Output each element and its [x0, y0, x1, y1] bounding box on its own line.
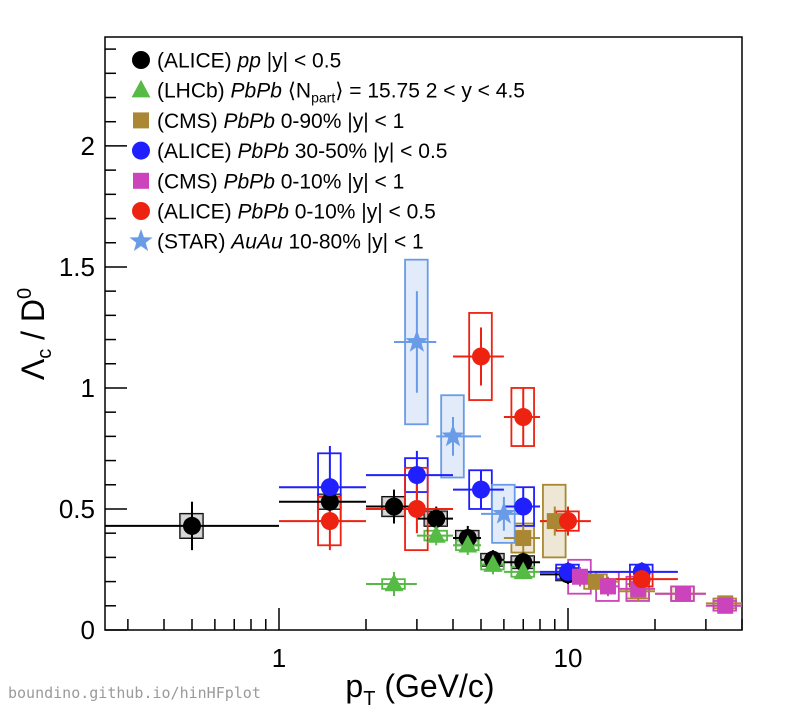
legend-entry-cms_pbpb_010: (CMS) PbPb 0-10% |y| < 1	[133, 170, 404, 193]
alice_pbpb_010-point-5	[632, 570, 651, 589]
legend: (ALICE) pp |y| < 0.5 (LHCb) PbPb ⟨Npart⟩ …	[129, 50, 525, 254]
legend-marker-cms_pbpb_090	[133, 112, 149, 129]
legend-marker-alice_pbpb_010	[132, 202, 150, 220]
lhcb_pbpb-point-2	[458, 534, 478, 553]
credit-text: boundino.github.io/hinHFplot	[8, 684, 261, 702]
lhcb_pbpb-point-0	[384, 573, 404, 592]
cms_pbpb_010-point-1	[599, 578, 616, 595]
legend-label-cms_pbpb_090: (CMS) PbPb 0-90% |y| < 1	[157, 110, 404, 133]
alice_pbpb_3050-point-0	[320, 478, 339, 497]
y-tick-label: 2	[81, 131, 95, 161]
plot-frame	[104, 36, 743, 631]
cms_pbpb_010-point-0	[571, 568, 588, 585]
cms_pbpb_010-point-4	[717, 597, 734, 614]
data-markers	[182, 329, 734, 614]
star_auau-point-1	[441, 424, 465, 447]
legend-marker-lhcb_pbpb	[131, 79, 151, 98]
alice_pbpb_010-point-4	[559, 512, 578, 531]
alice_pbpb_3050-point-3	[514, 497, 533, 516]
legend-label-star_auau: (STAR) AuAu 10-80% |y| < 1	[157, 231, 424, 254]
alice_pbpb_010-point-3	[514, 408, 533, 427]
y-tick-label: 0.5	[59, 494, 95, 524]
alice_pp-point-2	[385, 497, 404, 516]
alice_pbpb_010-point-1	[407, 499, 426, 518]
legend-entry-star_auau: (STAR) AuAu 10-80% |y| < 1	[129, 229, 424, 254]
alice_pbpb_010-point-2	[472, 347, 491, 366]
lhcb_pbpb-point-1	[426, 525, 446, 543]
cms_pbpb_010-point-3	[675, 585, 692, 602]
alice_pbpb_3050-point-1	[407, 466, 426, 485]
star_auau-point-0	[405, 329, 429, 352]
legend-entry-cms_pbpb_090: (CMS) PbPb 0-90% |y| < 1	[133, 110, 404, 133]
alice_pp-point-3	[427, 509, 446, 528]
legend-marker-cms_pbpb_010	[133, 172, 149, 189]
legend-entry-alice_pp: (ALICE) pp |y| < 0.5	[132, 50, 341, 73]
star_auau-point-2	[492, 501, 516, 524]
y-tick-label: 1	[81, 373, 95, 403]
lhcb_pbpb-point-4	[513, 561, 533, 580]
legend-label-alice_pbpb_010: (ALICE) PbPb 0-10% |y| < 0.5	[157, 201, 436, 224]
legend-entry-lhcb_pbpb: (LHCb) PbPb ⟨Npart⟩ = 15.75 2 < y < 4.5	[131, 79, 525, 106]
alice_pbpb_3050-point-2	[472, 480, 491, 499]
legend-label-alice_pbpb_3050: (ALICE) PbPb 30-50% |y| < 0.5	[157, 140, 447, 163]
y-axis-title: Λc / D0	[14, 288, 56, 380]
y-tick-label: 0	[81, 615, 95, 645]
alice_pp-point-1	[320, 492, 339, 511]
cms_pbpb_090-point-1	[546, 513, 563, 530]
legend-entry-alice_pbpb_010: (ALICE) PbPb 0-10% |y| < 0.5	[132, 201, 436, 224]
x-tick-label: 1	[272, 643, 286, 673]
legend-marker-star_auau	[129, 229, 153, 252]
y-tick-label: 1.5	[59, 252, 95, 282]
lhcb_pbpb-point-3	[483, 554, 503, 572]
legend-marker-alice_pbpb_3050	[132, 141, 150, 160]
legend-label-cms_pbpb_010: (CMS) PbPb 0-10% |y| < 1	[157, 170, 404, 193]
legend-marker-alice_pp	[132, 51, 150, 69]
cms_pbpb_090-point-0	[515, 530, 532, 547]
x-tick-label: 10	[554, 643, 583, 673]
alice_pp-point-0	[182, 516, 201, 535]
legend-label-alice_pp: (ALICE) pp |y| < 0.5	[157, 50, 341, 73]
axes: 0 0.5 1 1.5 2 1 10	[59, 48, 743, 673]
legend-entry-alice_pbpb_3050: (ALICE) PbPb 30-50% |y| < 0.5	[132, 140, 447, 163]
x-axis-title: pT (GeV/c)	[345, 668, 494, 710]
alice_pbpb_010-point-0	[320, 512, 339, 531]
legend-label-lhcb_pbpb: (LHCb) PbPb ⟨Npart⟩ = 15.75 2 < y < 4.5	[157, 80, 525, 106]
